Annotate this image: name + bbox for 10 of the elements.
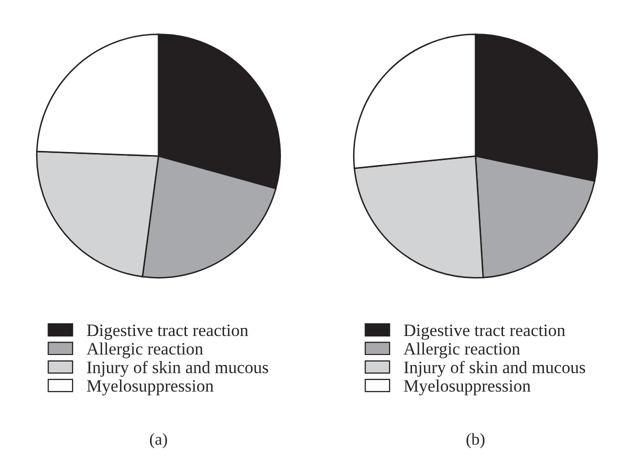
text: (a) (150, 433, 168, 448)
legend-label: Injury of skin and mucous (404, 360, 586, 377)
legend-label: Allergic reaction (404, 342, 520, 358)
legend-label: Digestive tract reaction (86, 324, 248, 340)
legend-label: Digestive tract reaction (404, 324, 566, 340)
legend-label: Allergic reaction (86, 342, 204, 358)
legend-label: Myelosuppression (86, 380, 214, 396)
legend-label: Myelosuppression (404, 380, 531, 396)
text: (b) (466, 433, 484, 448)
legend-label: Injury of skin and mucous (87, 360, 268, 377)
